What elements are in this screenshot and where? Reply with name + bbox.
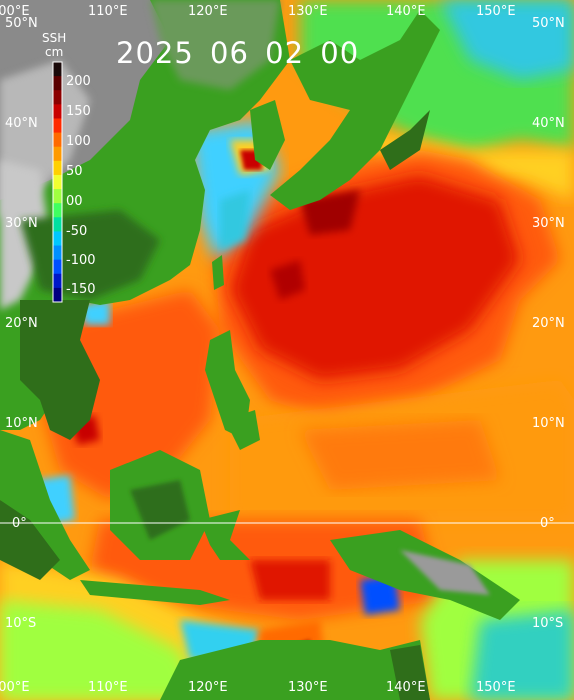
colorbar-tick: -150 (66, 282, 96, 297)
colorbar-tick: 00 (66, 194, 83, 209)
lat-label-right: 40°N (532, 116, 565, 131)
colorbar-band (53, 62, 62, 77)
colorbar (52, 61, 63, 303)
land-masses (0, 0, 520, 700)
lat-label-right: 50°N (532, 16, 565, 31)
lat-label-left: 40°N (5, 116, 38, 131)
lat-label-right: 0° (540, 516, 555, 531)
lon-label-bottom: 120°E (188, 680, 228, 695)
colorbar-band (53, 287, 62, 303)
lon-label-bottom: 130°E (288, 680, 328, 695)
colorbar-tick: -100 (66, 253, 96, 268)
lat-label-left: 0° (12, 516, 27, 531)
colorbar-title: SSH cm (42, 31, 66, 59)
lat-label-left: 10°S (5, 616, 37, 631)
colorbar-band (53, 118, 62, 134)
lon-label-top: 100°E (0, 4, 30, 19)
colorbar-variable: SSH (42, 31, 67, 45)
colorbar-band (53, 273, 62, 289)
colorbar-tick: 150 (66, 104, 91, 119)
colorbar-band (53, 231, 62, 247)
colorbar-band (53, 217, 62, 232)
colorbar-band (53, 160, 62, 176)
colorbar-band (53, 76, 62, 91)
colorbar-tick: 50 (66, 164, 83, 179)
lon-label-top: 120°E (188, 4, 228, 19)
lon-label-bottom: 100°E (0, 680, 30, 695)
colorbar-band (53, 203, 62, 218)
lat-label-left: 10°N (5, 416, 38, 431)
lat-label-right: 30°N (532, 216, 565, 231)
lon-label-bottom: 140°E (386, 680, 426, 695)
lat-label-right: 10°N (532, 416, 565, 431)
lat-label-right: 20°N (532, 316, 565, 331)
colorbar-band (53, 104, 62, 119)
lat-label-left: 30°N (5, 216, 38, 231)
colorbar-band (53, 245, 62, 261)
lon-label-top: 110°E (88, 4, 128, 19)
lon-label-top: 140°E (386, 4, 426, 19)
lon-label-bottom: 110°E (88, 680, 128, 695)
colorbar-band (53, 259, 62, 275)
colorbar-band (53, 146, 62, 162)
colorbar-band (53, 90, 62, 105)
colorbar-tick: 100 (66, 134, 91, 149)
lat-label-left: 50°N (5, 16, 38, 31)
colorbar-band (53, 132, 62, 148)
lat-label-right: 10°S (532, 616, 564, 631)
colorbar-band (53, 189, 62, 204)
lon-label-bottom: 150°E (476, 680, 516, 695)
colorbar-band (53, 174, 62, 190)
lon-label-top: 150°E (476, 4, 516, 19)
lat-label-left: 20°N (5, 316, 38, 331)
colorbar-tick: 200 (66, 74, 91, 89)
colorbar-unit: cm (44, 45, 64, 59)
colorbar-tick: -50 (66, 224, 88, 239)
lon-label-top: 130°E (288, 4, 328, 19)
map-title: 2025 06 02 00 (116, 36, 360, 70)
